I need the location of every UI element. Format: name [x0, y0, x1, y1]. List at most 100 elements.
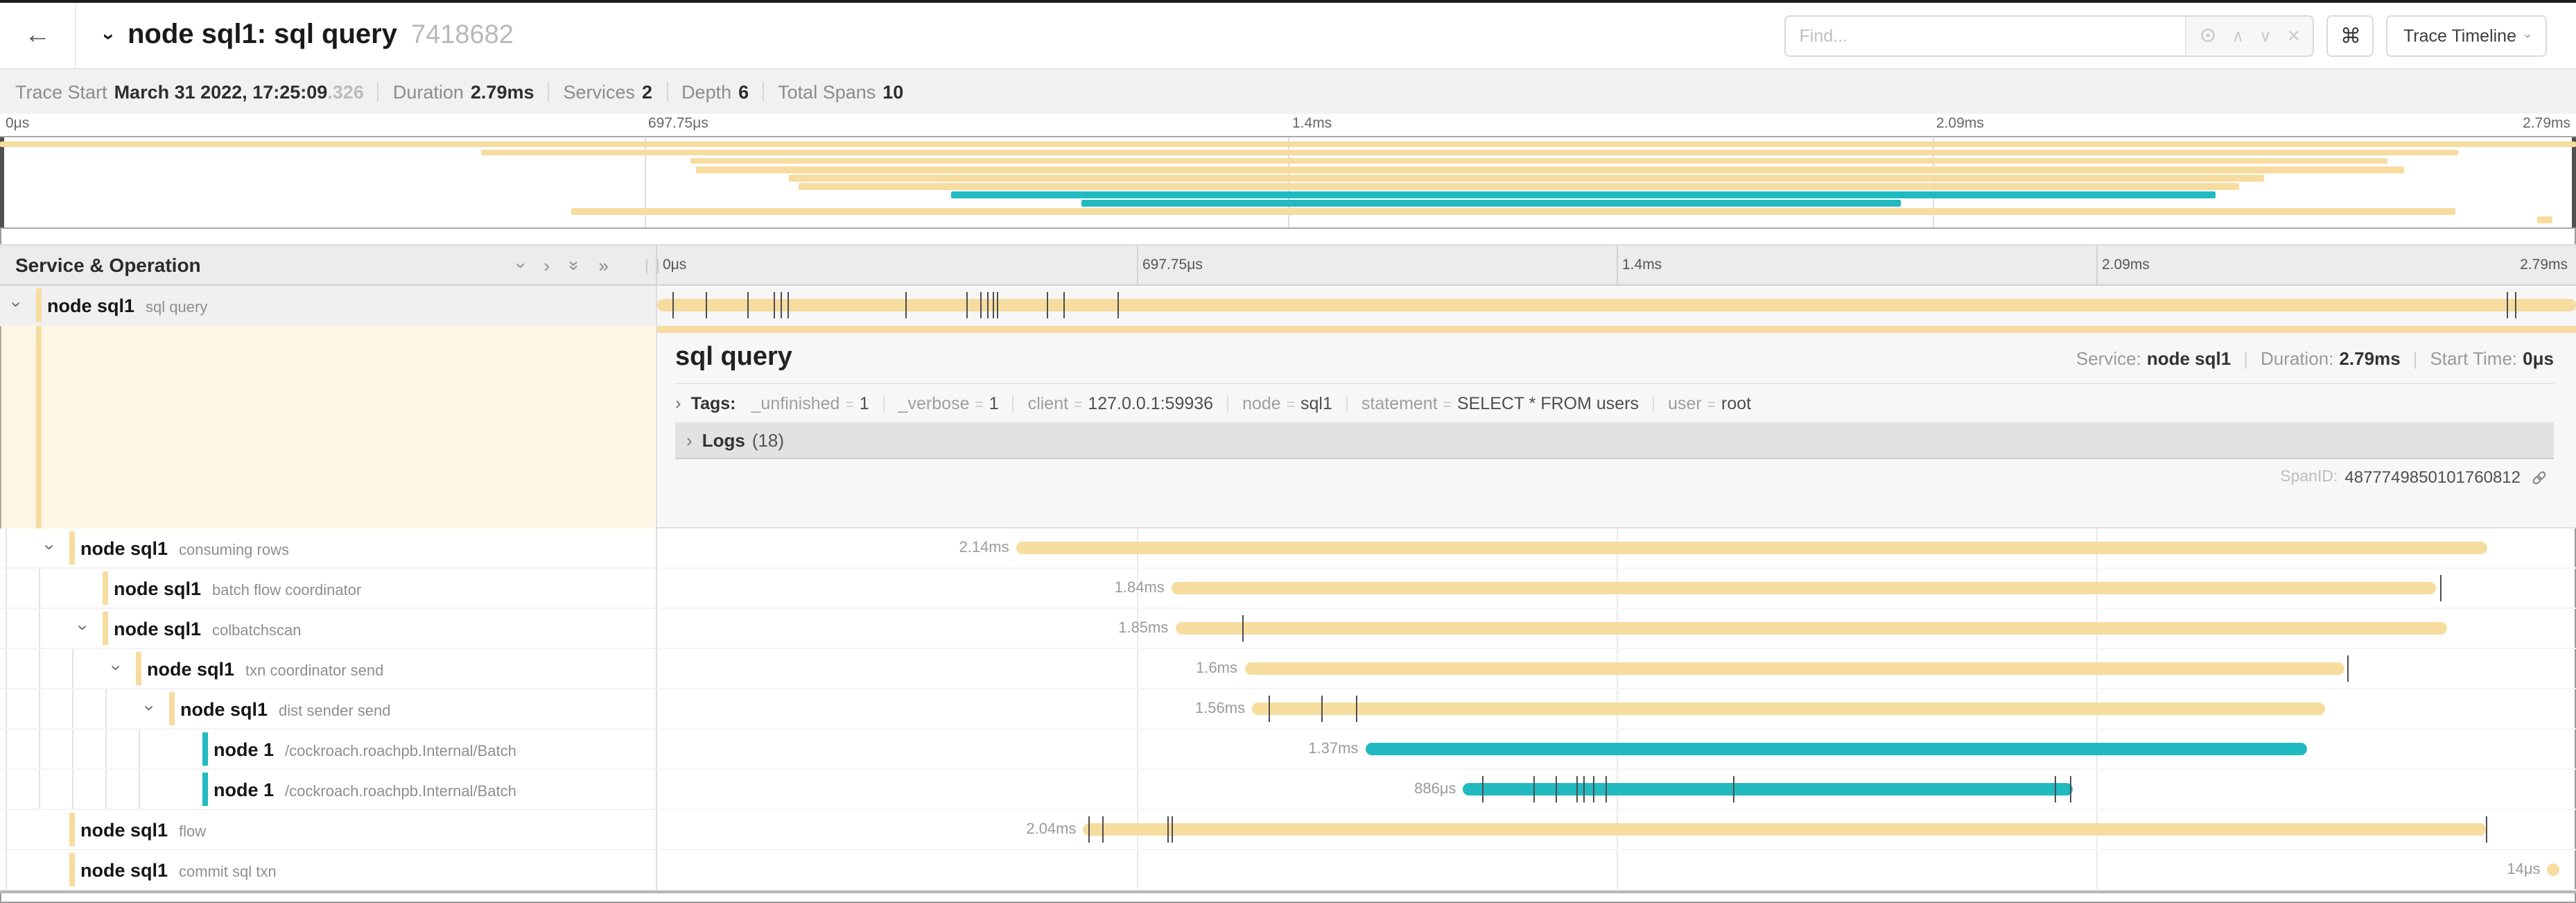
- expand-one-icon[interactable]: ›: [543, 255, 550, 275]
- span-row[interactable]: node sql1 commit sql txn 14μs: [0, 850, 2576, 891]
- collapse-all-icon[interactable]: »: [564, 259, 585, 270]
- divider: [666, 82, 668, 101]
- tag-item[interactable]: node = sql1: [1242, 393, 1332, 413]
- keyboard-shortcuts-button[interactable]: ⌘: [2326, 15, 2374, 56]
- tag-item[interactable]: _unfinished = 1: [751, 393, 869, 413]
- minimap-bar: [481, 149, 2458, 156]
- span-name-cell[interactable]: › node sql1 colbatchscan: [0, 609, 657, 649]
- span-rows: › node sql1 sql query: [0, 286, 2576, 893]
- span-row[interactable]: node 1/cockroach.roachpb.Internal/Batch 1…: [0, 730, 2576, 770]
- span-bar-cell[interactable]: 1.56ms: [657, 689, 2576, 730]
- trace-start-label: Trace Start: [15, 81, 107, 102]
- divider: [1346, 395, 1348, 411]
- span-service-name: node sql1: [114, 618, 202, 639]
- span-bar[interactable]: [1083, 823, 2486, 836]
- span-bar[interactable]: [1175, 622, 2448, 635]
- tree-guide: [139, 770, 140, 809]
- axis-tick-label: 1.4ms: [1292, 115, 1332, 132]
- tag-key: user: [1668, 393, 1702, 413]
- log-tick: [1269, 696, 1271, 722]
- span-bar[interactable]: [1463, 783, 2073, 796]
- log-tick: [1605, 776, 1607, 802]
- log-tick: [1117, 292, 1120, 318]
- span-bar-cell[interactable]: 886μs: [657, 770, 2576, 810]
- span-name-cell[interactable]: node 1/cockroach.roachpb.Internal/Batch: [0, 730, 657, 770]
- span-name-cell[interactable]: › node sql1 dist sender send: [0, 689, 657, 730]
- tag-item[interactable]: statement = SELECT * FROM users: [1361, 393, 1639, 413]
- next-match-icon[interactable]: ∨: [2259, 26, 2272, 45]
- tree-guide: [139, 730, 140, 768]
- span-row[interactable]: node 1/cockroach.roachpb.Internal/Batch 8…: [0, 770, 2576, 810]
- back-button[interactable]: ←: [0, 3, 76, 68]
- span-operation-name: commit sql txn: [179, 863, 277, 880]
- minimap-left-handle[interactable]: [0, 137, 4, 227]
- span-bar-cell[interactable]: 1.84ms: [657, 569, 2576, 609]
- title-chevron-down-icon[interactable]: ›: [97, 33, 121, 40]
- chevron-down-icon[interactable]: ›: [106, 664, 128, 671]
- prev-match-icon[interactable]: ∧: [2231, 26, 2245, 45]
- span-name-cell[interactable]: › node sql1 consuming rows: [0, 528, 657, 569]
- span-duration-label: 1.6ms: [1196, 660, 1238, 677]
- span-row[interactable]: › node sql1 dist sender send 1.56ms: [0, 689, 2576, 730]
- chevron-down-icon[interactable]: ›: [73, 624, 94, 631]
- span-bar[interactable]: [1171, 582, 2436, 594]
- tag-value: SELECT * FROM users: [1456, 393, 1639, 413]
- span-bar-cell[interactable]: 14μs: [657, 850, 2576, 891]
- minimap-right-handle[interactable]: [2572, 137, 2576, 227]
- span-bar[interactable]: [657, 299, 2576, 311]
- span-name-cell[interactable]: node sql1 flow: [0, 810, 657, 850]
- span-name-cell[interactable]: node sql1 commit sql txn: [0, 850, 657, 891]
- logs-row[interactable]: › Logs (18): [675, 423, 2554, 459]
- chevron-down-icon[interactable]: ›: [139, 705, 161, 712]
- span-bar[interactable]: [1252, 703, 2325, 715]
- tree-guide: [39, 689, 40, 728]
- span-bar-cell[interactable]: 1.6ms: [657, 649, 2576, 689]
- span-name-cell[interactable]: node sql1 batch flow coordinator: [0, 569, 657, 609]
- span-bar-cell[interactable]: 1.37ms: [657, 730, 2576, 770]
- trace-title-group: › node sql1: sql query 7418682: [97, 19, 514, 51]
- tag-item[interactable]: _verbose = 1: [898, 393, 999, 413]
- clear-find-icon[interactable]: ✕: [2286, 26, 2301, 45]
- chevron-down-icon[interactable]: ›: [6, 301, 28, 308]
- find-input[interactable]: [1785, 16, 2185, 55]
- chevron-down-icon[interactable]: ›: [40, 544, 61, 551]
- span-operation-name: colbatchscan: [212, 622, 302, 639]
- span-bar[interactable]: [1244, 662, 2344, 675]
- span-row[interactable]: › node sql1 colbatchscan 1.85ms: [0, 609, 2576, 649]
- span-row-sql-query[interactable]: › node sql1 sql query: [0, 286, 2576, 326]
- equals-sign: =: [845, 396, 854, 413]
- collapse-one-icon[interactable]: ›: [511, 261, 532, 268]
- link-icon[interactable]: [2530, 468, 2548, 486]
- span-bar[interactable]: [1365, 743, 2308, 755]
- duration-label: Duration: [392, 81, 464, 102]
- span-bar-cell[interactable]: 1.85ms: [657, 609, 2576, 649]
- span-bar-cell[interactable]: [657, 286, 2576, 326]
- span-name-cell[interactable]: › node sql1 txn coordinator send: [0, 649, 657, 689]
- tags-row[interactable]: › Tags: _unfinished = 1 _verbose = 1 client = 12…: [675, 384, 2554, 423]
- service-value: node sql1: [2146, 348, 2231, 369]
- span-row[interactable]: › node sql1 txn coordinator send 1.6ms: [0, 649, 2576, 689]
- span-bar-cell[interactable]: 2.04ms: [657, 810, 2576, 850]
- ruler-tickline: [1617, 246, 1618, 284]
- span-name-cell[interactable]: node 1/cockroach.roachpb.Internal/Batch: [0, 770, 657, 810]
- tag-key: client: [1027, 393, 1069, 413]
- view-selector-button[interactable]: Trace Timeline ›: [2386, 15, 2547, 56]
- timeline-minimap[interactable]: [0, 136, 2576, 229]
- span-row[interactable]: node sql1 flow 2.04ms: [0, 810, 2576, 850]
- span-bar-cell[interactable]: 2.14ms: [657, 528, 2576, 569]
- expand-all-icon[interactable]: »: [598, 255, 609, 275]
- span-name-cell[interactable]: › node sql1 sql query: [0, 286, 657, 326]
- locate-icon[interactable]: [2199, 26, 2217, 44]
- tree-guide: [6, 689, 7, 728]
- span-row[interactable]: › node sql1 consuming rows 2.14ms: [0, 528, 2576, 569]
- span-service-name: node sql1: [180, 698, 268, 719]
- span-color-strip: [202, 732, 207, 766]
- span-bar[interactable]: [1016, 542, 2488, 554]
- column-resizer-grip[interactable]: [646, 259, 659, 273]
- tag-item[interactable]: client = 127.0.0.1:59936: [1028, 393, 1213, 413]
- span-color-strip: [103, 612, 107, 645]
- span-operation-name: batch flow coordinator: [212, 582, 362, 599]
- span-row[interactable]: node sql1 batch flow coordinator 1.84ms: [0, 569, 2576, 609]
- span-bar[interactable]: [2547, 863, 2559, 876]
- tag-item[interactable]: user = root: [1668, 393, 1751, 413]
